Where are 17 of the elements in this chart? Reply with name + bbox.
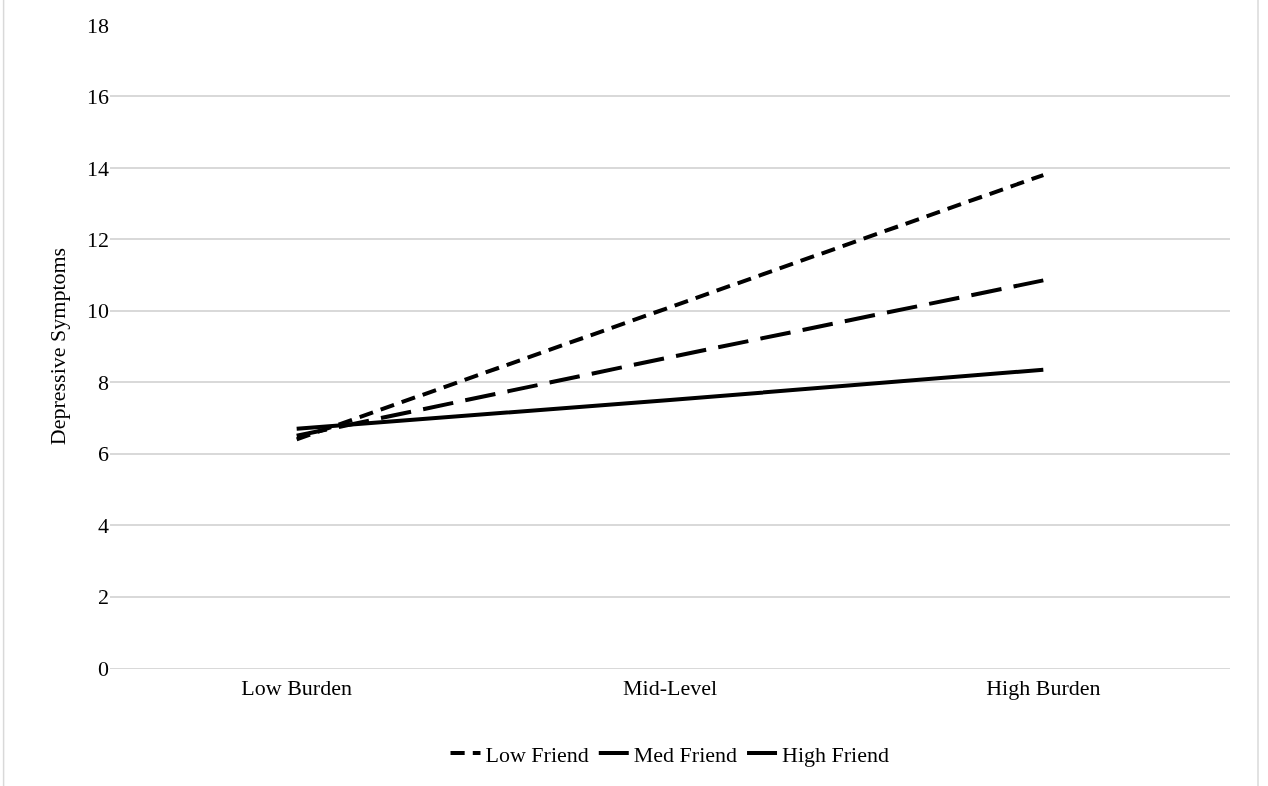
x-tick-label: High Burden <box>986 675 1101 701</box>
y-tick-label: 18 <box>87 12 109 38</box>
y-tick-label: 4 <box>98 512 109 538</box>
legend-label: Low Friend <box>485 741 589 767</box>
y-tick-label: 16 <box>87 84 109 110</box>
y-tick-label: 10 <box>87 298 109 324</box>
legend-label: Med Friend <box>633 741 738 767</box>
x-tick-label: Low Burden <box>241 675 352 701</box>
y-tick-label: 14 <box>87 155 109 181</box>
x-tick-label: Mid-Level <box>622 675 718 701</box>
legend-label: High Friend <box>782 741 889 767</box>
y-tick-label: 12 <box>87 227 109 253</box>
y-tick-label: 0 <box>98 655 109 681</box>
y-tick-label: 2 <box>98 584 109 610</box>
y-tick-label: 8 <box>98 369 109 395</box>
y-tick-label: 6 <box>98 441 109 467</box>
y-axis-title: Depressive Symptoms <box>44 247 70 446</box>
